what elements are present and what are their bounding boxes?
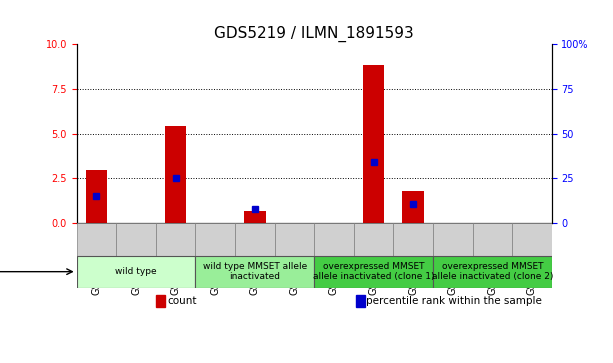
FancyBboxPatch shape xyxy=(235,224,275,256)
FancyBboxPatch shape xyxy=(314,256,433,288)
Bar xyxy=(165,126,186,224)
Text: overexpressed MMSET
allele inactivated (clone 1): overexpressed MMSET allele inactivated (… xyxy=(313,262,434,281)
Bar xyxy=(156,295,165,307)
Bar xyxy=(402,191,424,224)
Text: wild type: wild type xyxy=(115,267,157,276)
FancyBboxPatch shape xyxy=(77,224,116,256)
Bar xyxy=(363,65,384,224)
FancyBboxPatch shape xyxy=(512,224,552,256)
Bar xyxy=(356,295,365,307)
FancyBboxPatch shape xyxy=(433,256,552,288)
FancyBboxPatch shape xyxy=(77,256,196,288)
FancyBboxPatch shape xyxy=(116,224,156,256)
Text: count: count xyxy=(167,296,196,306)
Text: overexpressed MMSET
allele inactivated (clone 2): overexpressed MMSET allele inactivated (… xyxy=(432,262,553,281)
FancyBboxPatch shape xyxy=(196,224,235,256)
FancyBboxPatch shape xyxy=(156,224,196,256)
FancyBboxPatch shape xyxy=(354,224,394,256)
FancyBboxPatch shape xyxy=(275,224,314,256)
Bar xyxy=(86,170,107,224)
FancyBboxPatch shape xyxy=(314,224,354,256)
Bar xyxy=(244,211,265,224)
FancyBboxPatch shape xyxy=(473,224,512,256)
Title: GDS5219 / ILMN_1891593: GDS5219 / ILMN_1891593 xyxy=(215,26,414,42)
FancyBboxPatch shape xyxy=(433,224,473,256)
Text: percentile rank within the sample: percentile rank within the sample xyxy=(367,296,543,306)
FancyBboxPatch shape xyxy=(394,224,433,256)
Text: wild type MMSET allele
inactivated: wild type MMSET allele inactivated xyxy=(203,262,307,281)
FancyBboxPatch shape xyxy=(196,256,314,288)
